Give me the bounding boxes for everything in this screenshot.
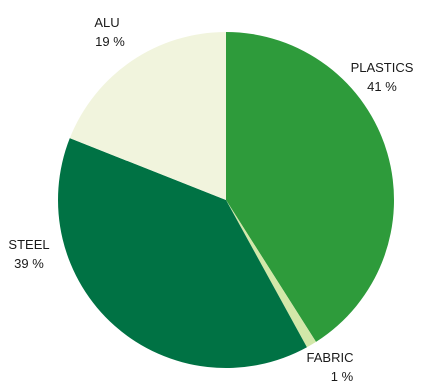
pie-slice-plastics [226, 32, 395, 342]
slice-label-fabric: FABRIC [307, 350, 354, 365]
pie-slice-alu [69, 32, 226, 200]
slice-value-plastics: 41 % [367, 79, 397, 94]
pie-slice-steel [58, 138, 307, 368]
slice-label-steel: STEEL [8, 237, 49, 252]
pie-slices [58, 32, 395, 368]
slice-value-steel: 39 % [14, 256, 44, 271]
slice-value-alu: 19 % [95, 34, 125, 49]
pie-labels: PLASTICS 41 % FABRIC 1 % STEEL 39 % ALU … [8, 15, 413, 384]
slice-value-fabric: 1 % [331, 369, 354, 384]
pie-slice-fabric [226, 200, 317, 348]
slice-label-plastics: PLASTICS [351, 60, 414, 75]
slice-label-alu: ALU [94, 15, 119, 30]
